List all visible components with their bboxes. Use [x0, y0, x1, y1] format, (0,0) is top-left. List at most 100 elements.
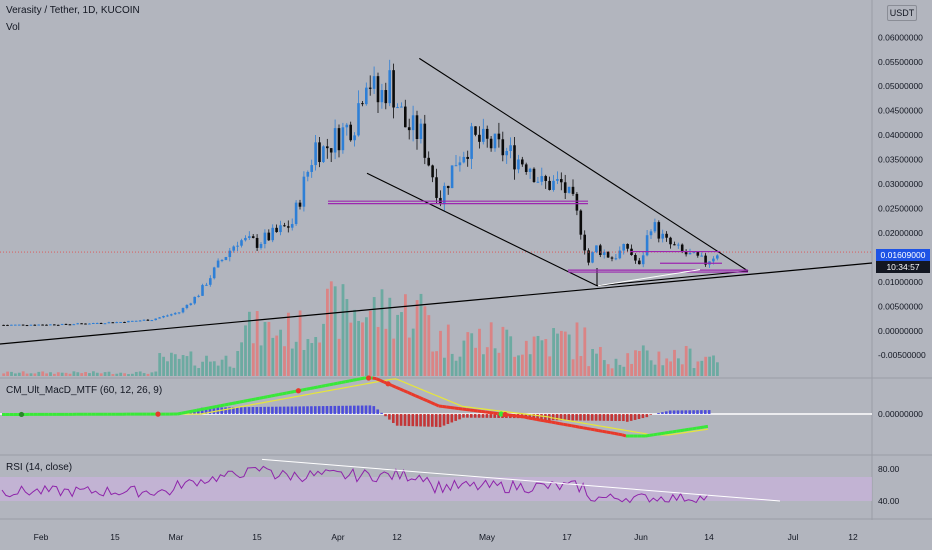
volume-bar [700, 360, 704, 376]
volume-bar [232, 367, 236, 376]
macd-line-segment [703, 424, 709, 429]
candle-body [626, 243, 629, 249]
candle-body [614, 258, 618, 260]
volume-bar [630, 363, 633, 376]
volume-bar [248, 311, 251, 376]
candle-body [10, 324, 13, 326]
candle-body [279, 225, 282, 233]
candle-body [134, 320, 138, 322]
macd-line-segment [395, 385, 401, 391]
candle-body [158, 317, 161, 319]
macd-histogram-bar [704, 410, 707, 414]
unit-badge[interactable]: USDT [887, 5, 917, 21]
macd-histogram-bar [450, 414, 454, 423]
candle-body [524, 164, 528, 172]
macd-line-segment [177, 411, 182, 416]
candle-body [212, 267, 216, 279]
macd-histogram-bar [610, 414, 613, 421]
time-axis-label: Jul [788, 532, 799, 542]
candle-body [673, 244, 676, 246]
candle-body [489, 138, 493, 149]
volume-bar [638, 351, 641, 376]
macd-histogram-bar [399, 414, 403, 426]
candle-body [201, 285, 204, 296]
macd-histogram-bar [688, 410, 691, 414]
volume-bar [49, 372, 52, 376]
volume-bar [287, 312, 290, 376]
candle-body [115, 322, 118, 324]
macd-histogram-bar [290, 406, 294, 414]
macd-histogram-bar [321, 406, 325, 414]
volume-bar [244, 325, 247, 376]
candle-body [470, 126, 473, 159]
volume-bar [653, 364, 657, 376]
volume-bar [618, 364, 622, 376]
candle-body [657, 222, 661, 239]
macd-line-segment [442, 405, 447, 409]
volume-bar [279, 329, 282, 376]
macd-histogram-bar [641, 414, 645, 419]
candle-body [680, 244, 684, 251]
macd-line-segment [192, 408, 198, 413]
volume-bar [392, 338, 396, 376]
macd-line-segment [450, 406, 455, 410]
macd-axis-label: 0.00000000 [878, 409, 923, 419]
candle-body [232, 246, 235, 251]
candle-body [634, 255, 637, 261]
volume-bar [95, 372, 99, 376]
volume-bar [493, 348, 497, 376]
candle-body [197, 295, 200, 297]
candle-body [665, 233, 668, 238]
price-axis-label: 0.05500000 [878, 57, 923, 67]
volume-bar [267, 321, 271, 376]
volume-bar [294, 341, 298, 376]
macd-line-segment [227, 402, 233, 406]
candle-body [248, 236, 251, 238]
volume-bar [271, 337, 275, 376]
candle-body [189, 303, 193, 305]
price-axis-label: 0.00500000 [878, 301, 923, 311]
macd-histogram-bar [278, 406, 282, 414]
volume-bar [212, 361, 216, 376]
macd-histogram-bar [384, 414, 387, 417]
volume-bar [712, 355, 715, 376]
macd-line-segment [481, 410, 486, 414]
volume-bar [290, 348, 294, 376]
macd-line-segment [251, 397, 256, 402]
candle-body [407, 127, 411, 131]
macd-histogram-bar [665, 411, 668, 414]
volume-bar [127, 374, 130, 376]
candle-body [454, 165, 458, 167]
candle-body [380, 90, 384, 103]
macd-cross-dot [385, 381, 391, 387]
candle-body [138, 320, 142, 322]
volume-bar [29, 373, 33, 376]
rsi-label: RSI (14, close) [6, 462, 73, 473]
candle-body [478, 134, 481, 142]
macd-histogram-bar [325, 406, 329, 414]
macd-line-segment [286, 390, 291, 395]
candle-body [177, 312, 181, 314]
volume-bar [470, 333, 474, 376]
macd-histogram-bar [696, 410, 699, 414]
macd-line-segment [676, 429, 681, 433]
macd-histogram-bar [337, 405, 340, 414]
candle-body [368, 87, 372, 89]
candle-body [72, 324, 76, 326]
macd-histogram-bar [454, 414, 457, 421]
volume-bar [517, 355, 520, 376]
macd-line-segment [407, 390, 413, 396]
candle-body [318, 142, 321, 163]
macd-cross-dot [502, 411, 508, 418]
volume-bar [634, 350, 637, 376]
candle-body [505, 151, 508, 156]
candle-body [236, 245, 239, 247]
price-axis-label: 0.03500000 [878, 155, 923, 165]
macd-line-segment [200, 407, 206, 411]
macd-line-segment [695, 426, 701, 430]
macd-histogram-bar [263, 406, 266, 414]
volume-bar [645, 350, 649, 376]
candle-body [283, 225, 286, 227]
macd-histogram-bar [204, 407, 208, 414]
